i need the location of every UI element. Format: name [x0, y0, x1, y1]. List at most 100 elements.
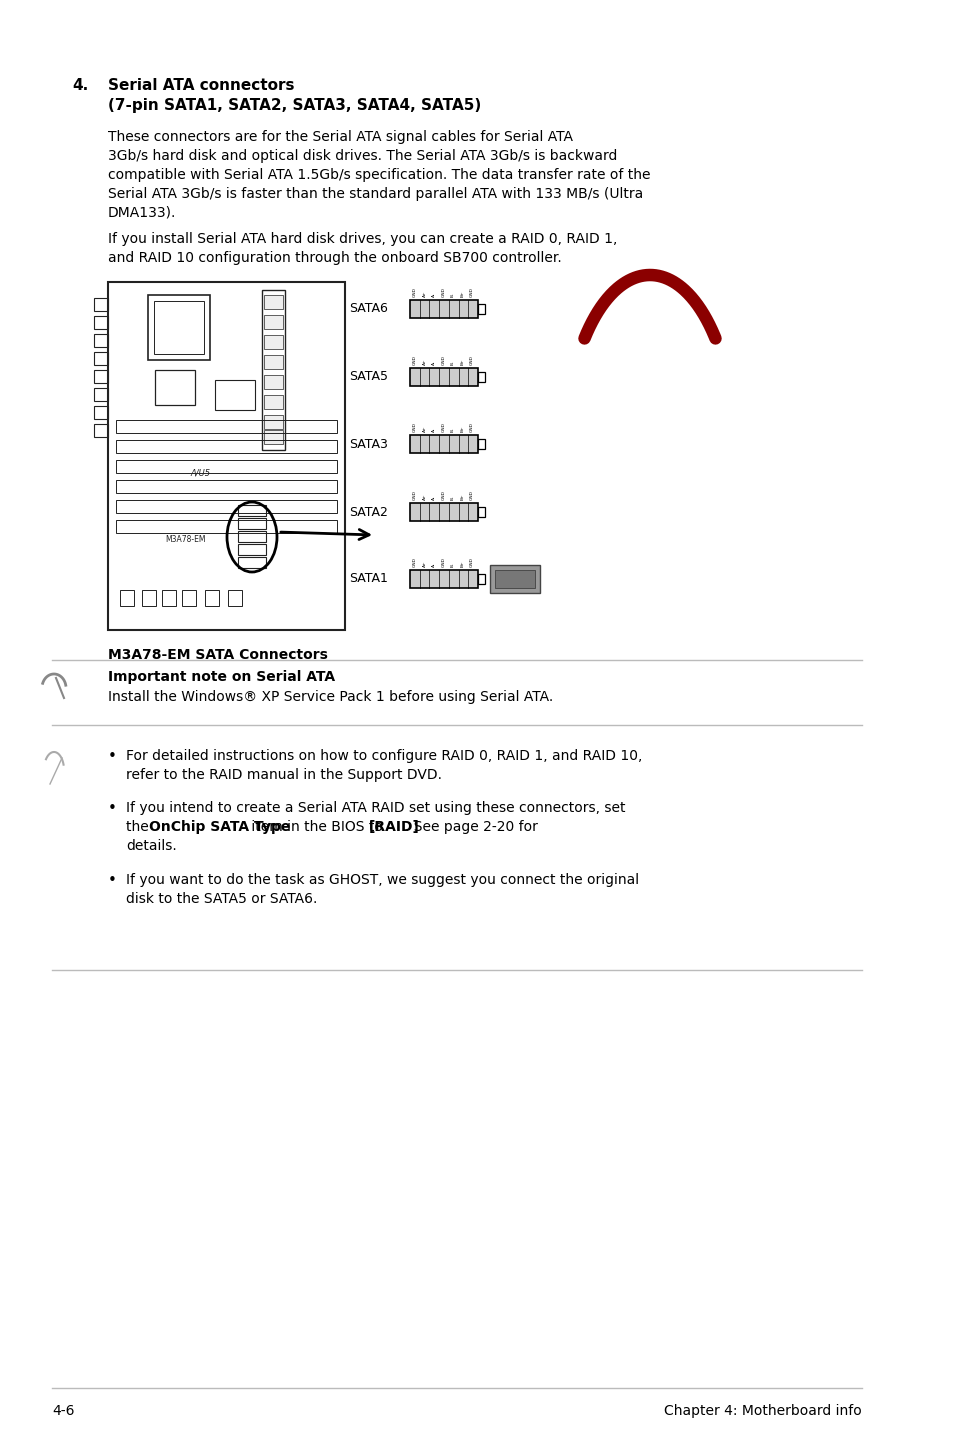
Bar — [264, 416, 283, 429]
Text: [RAID]: [RAID] — [368, 820, 419, 834]
Bar — [214, 380, 254, 410]
Bar — [142, 590, 156, 605]
Text: B+: B+ — [460, 426, 464, 431]
Text: GND: GND — [413, 490, 416, 500]
Text: GND: GND — [441, 355, 445, 365]
Text: 3Gb/s hard disk and optical disk drives. The Serial ATA 3Gb/s is backward: 3Gb/s hard disk and optical disk drives.… — [108, 150, 617, 162]
Bar — [264, 430, 283, 444]
Bar — [116, 480, 336, 493]
Text: GND: GND — [441, 288, 445, 298]
Text: GND: GND — [470, 557, 474, 567]
Text: B-: B- — [451, 292, 455, 298]
Text: GND: GND — [413, 423, 416, 431]
Text: If you intend to create a Serial ATA RAID set using these connectors, set: If you intend to create a Serial ATA RAI… — [126, 801, 625, 815]
Bar — [237, 557, 266, 568]
Text: A-: A- — [432, 427, 436, 431]
Text: GND: GND — [470, 423, 474, 431]
Text: GND: GND — [470, 288, 474, 298]
Text: disk to the SATA5 or SATA6.: disk to the SATA5 or SATA6. — [126, 892, 317, 906]
Text: compatible with Serial ATA 1.5Gb/s specification. The data transfer rate of the: compatible with Serial ATA 1.5Gb/s speci… — [108, 168, 650, 183]
Text: B+: B+ — [460, 290, 464, 298]
Bar — [264, 335, 283, 349]
Text: B+: B+ — [460, 358, 464, 365]
Text: . See page 2-20 for: . See page 2-20 for — [405, 820, 537, 834]
Bar — [477, 508, 484, 518]
Bar — [94, 406, 108, 418]
Text: (7-pin SATA1, SATA2, SATA3, SATA4, SATA5): (7-pin SATA1, SATA2, SATA3, SATA4, SATA5… — [108, 98, 480, 114]
Bar — [182, 590, 195, 605]
Text: M3A78-EM: M3A78-EM — [165, 535, 205, 544]
Bar — [264, 355, 283, 370]
Bar — [264, 375, 283, 390]
Text: Install the Windows® XP Service Pack 1 before using Serial ATA.: Install the Windows® XP Service Pack 1 b… — [108, 690, 553, 705]
Bar — [410, 436, 477, 453]
Text: A+: A+ — [422, 358, 426, 365]
Bar — [162, 590, 175, 605]
Text: If you install Serial ATA hard disk drives, you can create a RAID 0, RAID 1,: If you install Serial ATA hard disk driv… — [108, 232, 617, 246]
Bar — [116, 521, 336, 533]
Text: B+: B+ — [460, 493, 464, 500]
Bar — [108, 282, 345, 630]
Bar — [237, 505, 266, 516]
Bar — [237, 544, 266, 555]
Text: SATA1: SATA1 — [349, 572, 388, 585]
Bar — [94, 334, 108, 347]
Bar — [264, 295, 283, 309]
Text: DMA133).: DMA133). — [108, 206, 176, 220]
Bar — [237, 531, 266, 542]
Text: •: • — [108, 873, 117, 889]
Text: GND: GND — [441, 557, 445, 567]
Text: Serial ATA connectors: Serial ATA connectors — [108, 78, 294, 93]
Text: SATA6: SATA6 — [349, 302, 388, 315]
Text: A+: A+ — [422, 290, 426, 298]
Bar — [116, 500, 336, 513]
Text: A/U5: A/U5 — [190, 467, 210, 477]
Text: details.: details. — [126, 838, 176, 853]
Bar — [410, 301, 477, 318]
Text: SATA2: SATA2 — [349, 506, 388, 519]
Text: A+: A+ — [422, 426, 426, 431]
Text: GND: GND — [441, 423, 445, 431]
Bar — [94, 388, 108, 401]
Bar — [116, 420, 336, 433]
Bar — [410, 503, 477, 521]
Text: A+: A+ — [422, 561, 426, 567]
Text: Important note on Serial ATA: Important note on Serial ATA — [108, 670, 335, 684]
Text: M3A78-EM SATA Connectors: M3A78-EM SATA Connectors — [108, 649, 328, 661]
Bar — [262, 290, 285, 450]
Bar — [410, 368, 477, 385]
Text: and RAID 10 configuration through the onboard SB700 controller.: and RAID 10 configuration through the on… — [108, 252, 561, 265]
Text: A-: A- — [432, 496, 436, 500]
Text: refer to the RAID manual in the Support DVD.: refer to the RAID manual in the Support … — [126, 768, 441, 782]
Bar — [264, 395, 283, 408]
Bar — [410, 569, 477, 588]
Bar — [477, 574, 484, 584]
Text: •: • — [108, 749, 117, 764]
Text: 4.: 4. — [71, 78, 89, 93]
Bar — [477, 303, 484, 313]
Bar — [94, 316, 108, 329]
Text: GND: GND — [441, 490, 445, 500]
Bar — [264, 315, 283, 329]
Text: GND: GND — [413, 355, 416, 365]
Bar — [477, 439, 484, 449]
Text: If you want to do the task as GHOST, we suggest you connect the original: If you want to do the task as GHOST, we … — [126, 873, 639, 887]
Text: •: • — [108, 801, 117, 815]
Text: A-: A- — [432, 562, 436, 567]
Bar — [94, 298, 108, 311]
Text: item in the BIOS to: item in the BIOS to — [247, 820, 387, 834]
Text: B-: B- — [451, 495, 455, 500]
Text: A+: A+ — [422, 493, 426, 500]
Bar — [495, 569, 535, 588]
Text: B-: B- — [451, 562, 455, 567]
Bar — [477, 372, 484, 383]
Text: GND: GND — [470, 490, 474, 500]
Text: Chapter 4: Motherboard info: Chapter 4: Motherboard info — [663, 1403, 862, 1418]
Text: A-: A- — [432, 292, 436, 298]
Text: A-: A- — [432, 361, 436, 365]
Text: B+: B+ — [460, 561, 464, 567]
Text: GND: GND — [413, 288, 416, 298]
Bar — [120, 590, 133, 605]
Text: B-: B- — [451, 361, 455, 365]
Bar — [228, 590, 242, 605]
